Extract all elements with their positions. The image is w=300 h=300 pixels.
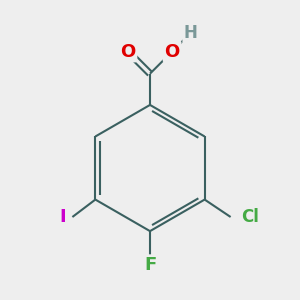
Text: F: F xyxy=(144,256,156,274)
Text: I: I xyxy=(59,208,66,226)
Text: H: H xyxy=(184,24,198,42)
Text: O: O xyxy=(120,43,136,61)
Text: Cl: Cl xyxy=(241,208,259,226)
Text: O: O xyxy=(164,43,180,61)
